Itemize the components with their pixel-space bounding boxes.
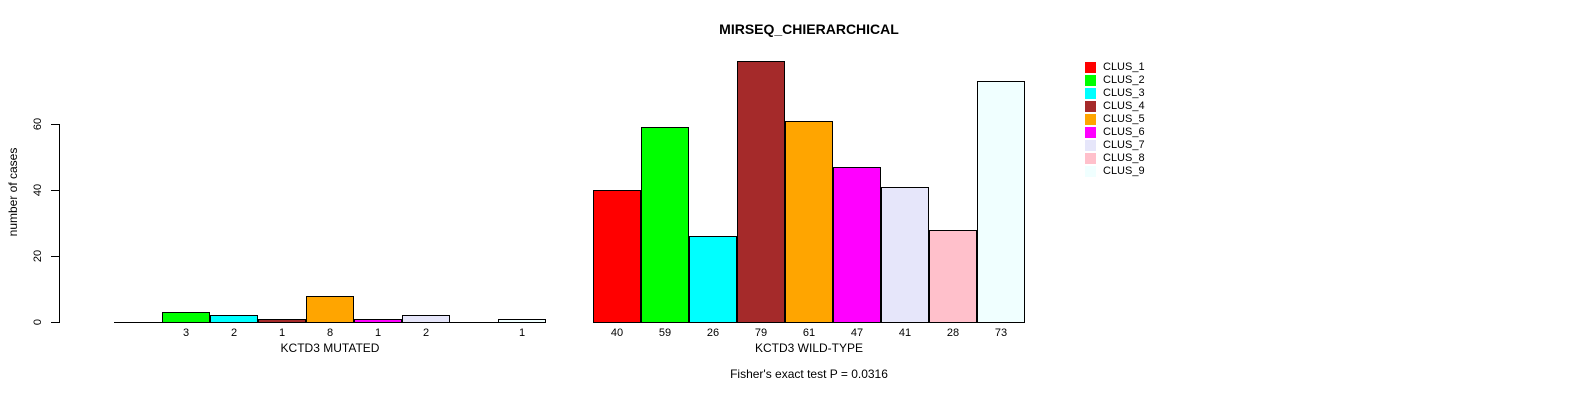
legend-swatch-clus_1	[1085, 62, 1096, 73]
bar-clus_4	[737, 61, 785, 323]
fisher-test-annotation: Fisher's exact test P = 0.0316	[730, 367, 888, 381]
legend-item-clus_7: CLUS_7	[1085, 139, 1145, 152]
legend-label: CLUS_1	[1103, 61, 1145, 73]
bar-clus_7	[402, 315, 450, 323]
bar-value-label: 61	[802, 327, 816, 339]
y-axis-tick-label: 20	[32, 249, 44, 263]
legend-swatch-clus_9	[1085, 166, 1096, 177]
bar-value-label: 40	[610, 327, 624, 339]
legend-label: CLUS_7	[1103, 139, 1145, 151]
bar-value-label: 26	[706, 327, 720, 339]
bar-value-label: 1	[374, 327, 382, 339]
y-axis-tick-label: 40	[32, 183, 44, 197]
bar-clus_6	[833, 167, 881, 323]
y-axis-tick-label: 0	[32, 318, 44, 326]
bar-clus_2	[641, 127, 689, 323]
legend-label: CLUS_5	[1103, 113, 1145, 125]
bar-value-label: 1	[278, 327, 286, 339]
bar-clus_3	[210, 315, 258, 323]
bar-value-label: 1	[518, 327, 526, 339]
legend-item-clus_4: CLUS_4	[1085, 100, 1145, 113]
bar-clus_2	[162, 312, 210, 323]
y-axis-tick	[51, 190, 59, 191]
x-axis-group-label-wildtype: KCTD3 WILD-TYPE	[754, 341, 864, 355]
bar-clus_8	[929, 230, 977, 323]
legend-swatch-clus_6	[1085, 127, 1096, 138]
legend: CLUS_1 CLUS_2 CLUS_3 CLUS_4 CLUS_5 CLUS_6 CLUS…	[1085, 61, 1145, 178]
bar-value-label: 3	[182, 327, 190, 339]
bar-value-label: 79	[754, 327, 768, 339]
bar-clus_9	[977, 81, 1025, 323]
chart-title: MIRSEQ_CHIERARCHICAL	[719, 21, 899, 37]
legend-swatch-clus_3	[1085, 88, 1096, 99]
legend-item-clus_2: CLUS_2	[1085, 74, 1145, 87]
legend-label: CLUS_8	[1103, 152, 1145, 164]
legend-label: CLUS_6	[1103, 126, 1145, 138]
legend-item-clus_1: CLUS_1	[1085, 61, 1145, 74]
y-axis-title: number of cases	[6, 147, 20, 237]
legend-item-clus_8: CLUS_8	[1085, 152, 1145, 165]
legend-swatch-clus_5	[1085, 114, 1096, 125]
y-axis-tick	[51, 124, 59, 125]
bar-clus_5	[306, 296, 354, 323]
legend-label: CLUS_4	[1103, 100, 1145, 112]
bar-clus_1	[593, 190, 641, 323]
bar-clus_7	[881, 187, 929, 323]
y-axis-line	[59, 124, 60, 323]
bar-clus_4	[258, 319, 306, 323]
y-axis-tick-label: 60	[32, 117, 44, 131]
bar-clus_9	[498, 319, 546, 323]
bar-value-label: 47	[850, 327, 864, 339]
bar-value-label: 59	[658, 327, 672, 339]
legend-label: CLUS_3	[1103, 87, 1145, 99]
legend-swatch-clus_8	[1085, 153, 1096, 164]
bar-value-label: 73	[994, 327, 1008, 339]
bar-value-label: 8	[326, 327, 334, 339]
legend-swatch-clus_7	[1085, 140, 1096, 151]
bar-clus_5	[785, 121, 833, 323]
y-axis-tick	[51, 256, 59, 257]
legend-swatch-clus_2	[1085, 75, 1096, 86]
legend-item-clus_5: CLUS_5	[1085, 113, 1145, 126]
legend-item-clus_6: CLUS_6	[1085, 126, 1145, 139]
bar-value-label: 2	[422, 327, 430, 339]
bar-value-label: 41	[898, 327, 912, 339]
bar-value-label: 28	[946, 327, 960, 339]
bar-clus_3	[689, 236, 737, 323]
legend-item-clus_9: CLUS_9	[1085, 165, 1145, 178]
legend-swatch-clus_4	[1085, 101, 1096, 112]
bar-clus_6	[354, 319, 402, 323]
legend-label: CLUS_2	[1103, 74, 1145, 86]
legend-label: CLUS_9	[1103, 165, 1145, 177]
bar-value-label: 2	[230, 327, 238, 339]
y-axis-tick	[51, 322, 59, 323]
legend-item-clus_3: CLUS_3	[1085, 87, 1145, 100]
x-axis-group-label-mutated: KCTD3 MUTATED	[280, 341, 380, 355]
